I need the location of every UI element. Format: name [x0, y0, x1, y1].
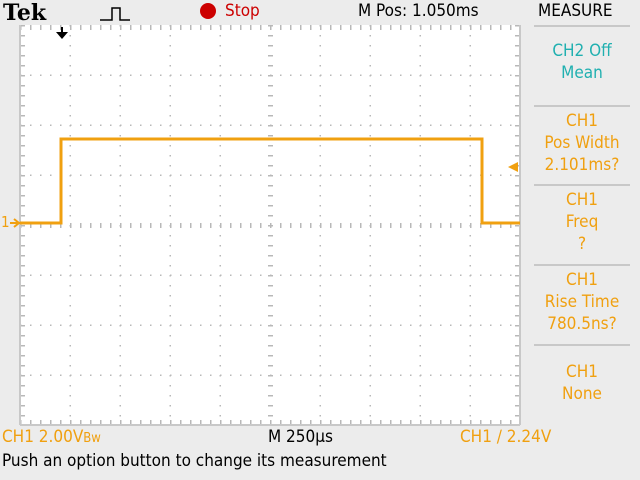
menu-title: MEASURE — [538, 1, 613, 21]
measure-slot-4[interactable]: CH1 Rise Time 780.5ns? — [528, 269, 636, 335]
ch1-marker-label: 1 — [1, 213, 10, 231]
timebase: M 250µs — [268, 427, 333, 447]
acquisition-pulse-icon — [100, 7, 130, 21]
measure-source: CH1 — [566, 190, 598, 210]
trigger-position-marker-icon — [56, 27, 68, 39]
horizontal-position: M Pos: 1.050ms — [358, 1, 479, 21]
measure-type: Pos Width — [544, 133, 620, 153]
grid-lines — [20, 25, 520, 425]
measure-value: 2.101ms? — [544, 155, 620, 175]
trigger-status: CH1 ∕ 2.24V — [460, 427, 552, 447]
measure-slot-2[interactable]: CH1 Pos Width 2.101ms? — [528, 110, 636, 176]
measure-source: CH1 — [566, 362, 598, 382]
measure-value: 780.5ns? — [547, 314, 617, 334]
measure-slot-1[interactable]: CH2 Off Mean — [528, 40, 636, 84]
stop-indicator-icon — [200, 3, 216, 19]
measure-value: ? — [577, 234, 587, 254]
measure-slot-3[interactable]: CH1 Freq? — [528, 189, 636, 255]
measure-source: CH2 Off — [552, 41, 612, 61]
measure-source: CH1 — [566, 111, 598, 131]
ch1-ground-marker-icon — [10, 218, 21, 228]
run-state: Stop — [225, 1, 260, 21]
measure-type: None — [562, 384, 602, 404]
ch1-scale: CH1 2.00VBw — [2, 427, 101, 447]
ch1-trace — [20, 137, 520, 225]
bandwidth-limit-flag: Bw — [83, 431, 101, 446]
measure-type: Rise Time — [544, 292, 620, 312]
status-message: Push an option button to change its meas… — [2, 451, 387, 471]
measure-source: CH1 — [566, 270, 598, 290]
trigger-level-marker-icon — [508, 162, 518, 172]
measure-type: Mean — [561, 63, 603, 83]
measure-type: Freq — [565, 212, 599, 232]
measure-slot-5[interactable]: CH1 None — [528, 361, 636, 405]
tek-logo: Tek — [3, 0, 47, 26]
